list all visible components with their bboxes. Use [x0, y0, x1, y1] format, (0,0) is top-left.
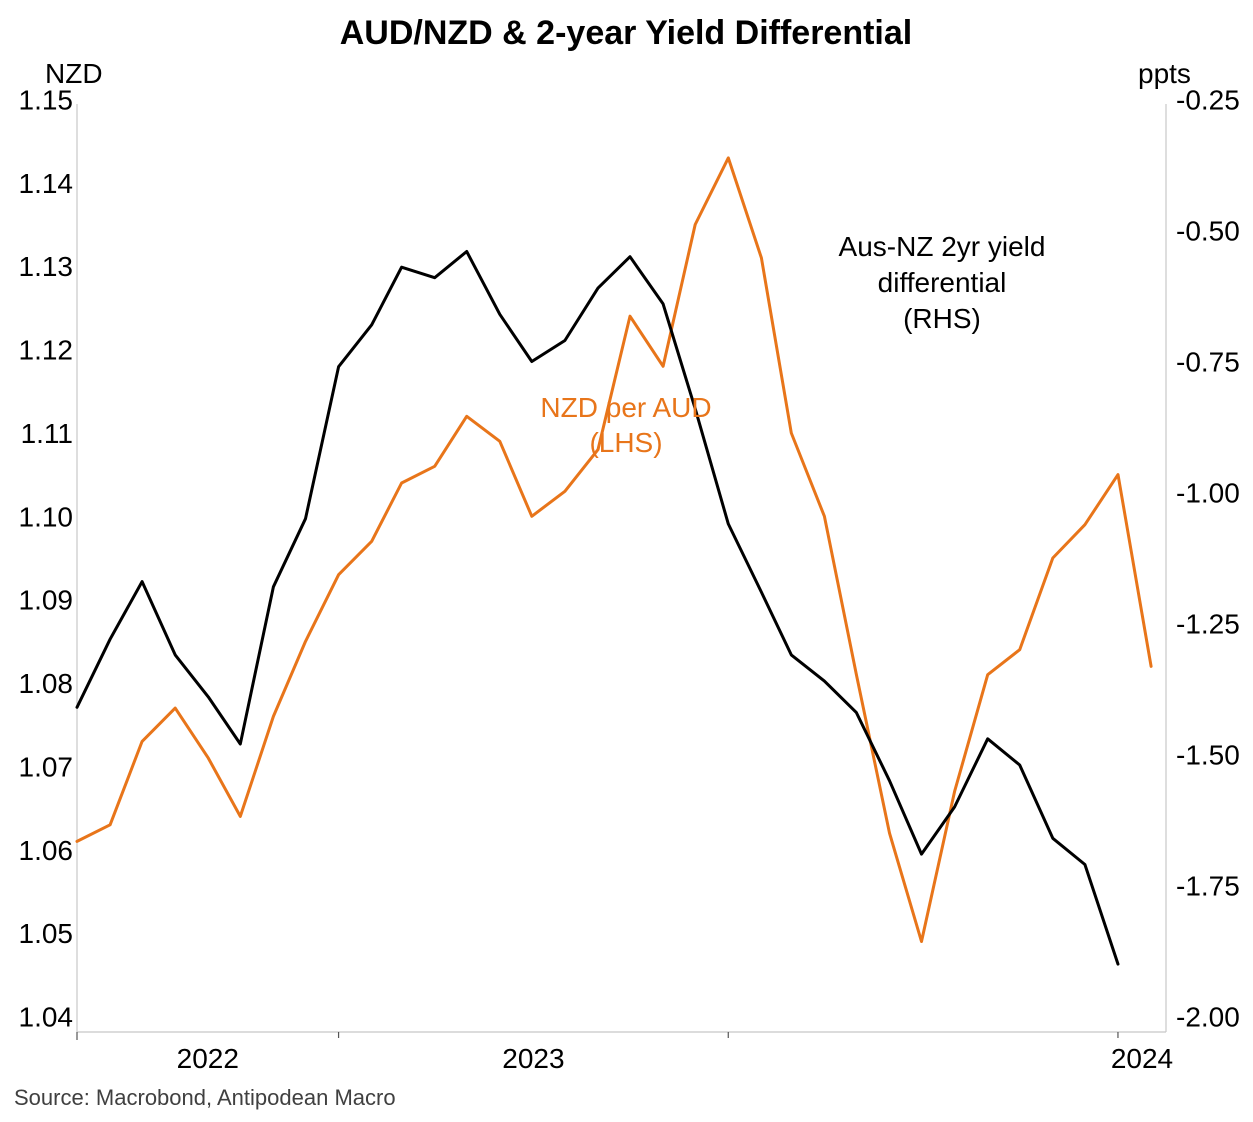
- left-tick-label: 1.15: [19, 85, 74, 116]
- series-lines: [75, 156, 1153, 966]
- right-tick-label: -1.00: [1176, 478, 1240, 509]
- right-tick-label: -2.00: [1176, 1002, 1240, 1033]
- right-tick-label: -1.50: [1176, 740, 1240, 771]
- annotation-nzd-line1: NZD per AUD: [540, 392, 711, 423]
- left-tick-label: 1.10: [19, 501, 74, 532]
- right-tick-label: -0.50: [1176, 216, 1240, 247]
- left-tick-label: 1.11: [21, 418, 73, 449]
- right-axis-unit: ppts: [1138, 58, 1191, 89]
- left-tick-label: 1.06: [19, 835, 74, 866]
- left-tick-label: 1.04: [19, 1002, 74, 1033]
- x-tick-label: 2024: [1111, 1043, 1173, 1074]
- annotation-yield-line1: Aus-NZ 2yr yield: [839, 231, 1046, 262]
- left-tick-label: 1.05: [19, 918, 74, 949]
- right-tick-label: -0.75: [1176, 347, 1240, 378]
- left-tick-label: 1.14: [19, 168, 74, 199]
- left-axis-unit: NZD: [45, 58, 103, 89]
- annotation-yield-line2: differential: [878, 267, 1007, 298]
- left-tick-label: 1.09: [19, 585, 74, 616]
- series-yield-differential-line: [75, 250, 1120, 966]
- left-axis-ticks: 1.04 1.05 1.06 1.07 1.08 1.09 1.10 1.11 1.12 1.13…: [19, 85, 74, 1033]
- axes: [76, 104, 1167, 1033]
- annotation-nzd-line2: (LHS): [589, 427, 662, 458]
- right-axis-ticks: -2.00 -1.75 -1.50 -1.25 -1.00 -0.75 -0.50 -0.25: [1176, 85, 1240, 1033]
- right-tick-label: -0.25: [1176, 85, 1240, 116]
- left-tick-label: 1.07: [19, 751, 74, 782]
- left-tick-label: 1.13: [19, 251, 74, 282]
- x-tick-label: 2022: [177, 1043, 239, 1074]
- series-nzd-per-aud-line: [75, 156, 1153, 943]
- x-tick-label: 2023: [502, 1043, 564, 1074]
- annotation-yield-line3: (RHS): [903, 303, 981, 334]
- right-tick-label: -1.75: [1176, 871, 1240, 902]
- left-tick-label: 1.08: [19, 668, 74, 699]
- x-axis-ticks: 2022 2023 2024: [76, 1032, 1173, 1074]
- right-tick-label: -1.25: [1176, 609, 1240, 640]
- source-note: Source: Macrobond, Antipodean Macro: [14, 1085, 396, 1110]
- left-tick-label: 1.12: [19, 335, 74, 366]
- chart-title: AUD/NZD & 2-year Yield Differential: [340, 14, 912, 52]
